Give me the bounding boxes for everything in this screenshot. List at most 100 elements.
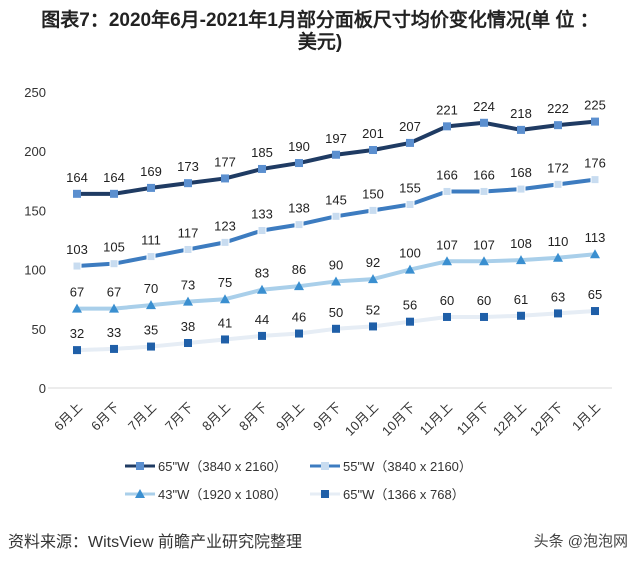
data-label: 173 [177, 159, 199, 174]
data-label: 150 [362, 186, 384, 201]
data-label: 86 [292, 262, 306, 277]
legend-marker [321, 462, 329, 470]
data-point [406, 138, 414, 147]
data-point [257, 226, 267, 236]
data-point [591, 117, 599, 126]
x-tick-label: 6月下 [88, 400, 122, 434]
data-label: 63 [551, 289, 565, 304]
data-label: 164 [103, 170, 125, 185]
data-label: 224 [473, 99, 495, 114]
data-label: 103 [66, 242, 88, 257]
x-tick-label: 8月上 [199, 400, 233, 434]
data-label: 221 [436, 102, 458, 117]
data-label: 190 [288, 139, 310, 154]
data-point [184, 339, 192, 348]
data-label: 107 [473, 237, 495, 252]
x-tick-label: 10月下 [379, 400, 418, 439]
x-tick-label: 7月上 [125, 400, 159, 434]
data-label: 166 [436, 167, 458, 182]
data-point [147, 342, 155, 351]
data-point [590, 175, 600, 185]
data-label: 41 [218, 315, 232, 330]
data-point [406, 317, 414, 326]
x-tick-label: 6月上 [51, 400, 85, 434]
data-label: 35 [144, 323, 158, 338]
legend-marker [135, 489, 145, 498]
data-point [295, 159, 303, 168]
y-tick-label: 250 [24, 85, 46, 100]
data-point [554, 121, 562, 130]
data-label: 169 [140, 164, 162, 179]
data-point [516, 184, 526, 194]
data-label: 75 [218, 275, 232, 290]
data-label: 46 [292, 310, 306, 325]
data-point [258, 164, 266, 173]
data-label: 100 [399, 246, 421, 261]
data-label: 107 [436, 237, 458, 252]
data-label: 65 [588, 287, 602, 302]
data-point [516, 255, 526, 265]
data-label: 168 [510, 165, 532, 180]
data-point [480, 118, 488, 127]
y-tick-label: 50 [32, 322, 46, 337]
data-point [331, 211, 341, 221]
legend-label: 65"W（3840 x 2160） [158, 459, 287, 474]
data-point [183, 244, 193, 254]
data-label: 145 [325, 192, 347, 207]
data-label: 108 [510, 236, 532, 251]
data-point [443, 312, 451, 321]
data-label: 44 [255, 312, 269, 327]
y-tick-label: 150 [24, 203, 46, 218]
data-point [110, 344, 118, 353]
data-label: 60 [440, 293, 454, 308]
data-label: 105 [103, 240, 125, 255]
data-point [72, 261, 82, 271]
data-point [109, 259, 119, 269]
y-tick-label: 100 [24, 263, 46, 278]
title-line-1: 图表7：2020年6月-2021年1月部分面板尺寸均价变化情况(单 位 ： [41, 10, 599, 31]
data-point [331, 276, 341, 286]
data-point [591, 307, 599, 316]
data-point [257, 284, 267, 294]
data-label: 133 [251, 207, 273, 222]
data-label: 83 [255, 266, 269, 281]
data-label: 50 [329, 305, 343, 320]
data-label: 110 [548, 234, 569, 249]
data-point [332, 150, 340, 159]
legend-marker [321, 490, 329, 498]
chart-title: 图表7：2020年6月-2021年1月部分面板尺寸均价变化情况(单 位 ： 美元… [0, 10, 640, 54]
data-point [73, 189, 81, 198]
data-point [221, 174, 229, 183]
data-point [442, 186, 452, 196]
data-label: 70 [144, 281, 158, 296]
source-note: 资料来源：WitsView 前瞻产业研究院整理 [8, 534, 302, 551]
data-point [554, 309, 562, 318]
data-label: 32 [70, 326, 84, 341]
data-label: 138 [288, 201, 310, 216]
data-label: 67 [70, 285, 84, 300]
data-label: 33 [107, 325, 121, 340]
credit-watermark: 头条 @泡泡网 [533, 533, 628, 550]
data-point [405, 199, 415, 209]
data-label: 67 [107, 285, 121, 300]
data-point [405, 264, 415, 274]
data-label: 166 [473, 167, 495, 182]
data-label: 207 [399, 119, 421, 134]
data-point [295, 329, 303, 338]
data-point [369, 146, 377, 155]
data-point [368, 205, 378, 215]
data-point [258, 331, 266, 340]
legend-label: 55"W（3840 x 2160） [343, 459, 472, 474]
data-label: 201 [362, 126, 384, 141]
data-point [221, 335, 229, 344]
x-tick-label: 11月下 [454, 400, 493, 439]
data-point [220, 237, 230, 247]
data-label: 117 [178, 225, 199, 240]
data-label: 177 [214, 154, 236, 169]
data-label: 164 [66, 170, 88, 185]
data-label: 155 [399, 180, 421, 195]
data-label: 225 [584, 98, 606, 113]
legend-label: 65"W（1366 x 768） [343, 487, 465, 502]
data-point [479, 186, 489, 196]
